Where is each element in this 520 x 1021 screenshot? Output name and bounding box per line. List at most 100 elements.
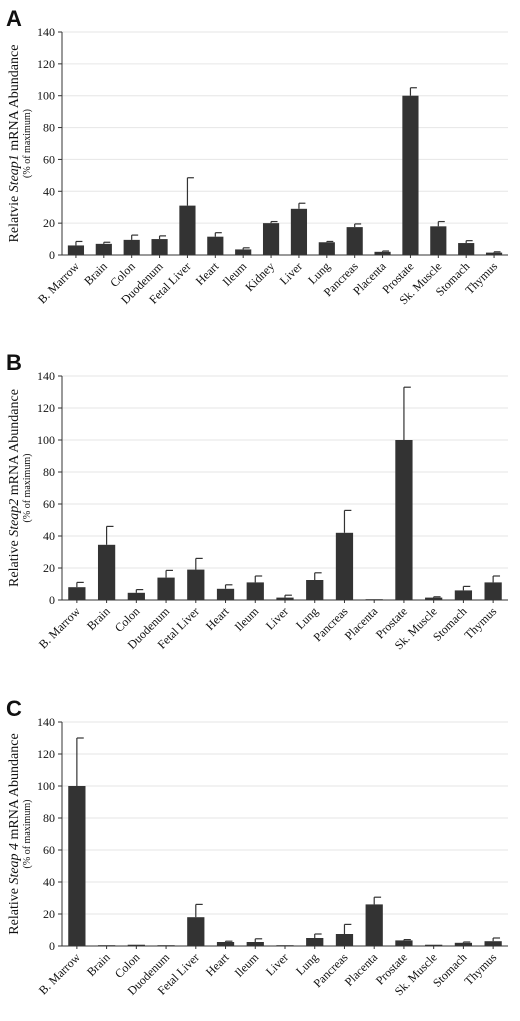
y-tick-label: 60: [43, 843, 55, 857]
panel-letter: A: [6, 6, 22, 31]
y-tick-label: 0: [49, 939, 55, 953]
bar: [127, 592, 145, 600]
y-axis-label-suffix: mRNA Abundance: [7, 389, 22, 499]
y-tick-label: 80: [43, 121, 55, 135]
bar: [68, 786, 86, 946]
y-axis-label-gene: Steap2: [7, 499, 22, 537]
y-axis-sublabel: (% of maximum): [22, 454, 33, 523]
category-label: Thymus: [462, 950, 500, 988]
y-axis-label: Relative Steap 4 mRNA Abundance: [7, 733, 22, 934]
panel-c: C 0 20 40 60 80 100 120 140 Relative Steap 4 mRNA…: [6, 696, 508, 998]
bar: [290, 208, 308, 255]
bar: [484, 941, 502, 946]
y-axis-sublabel: (% of maximum): [22, 800, 33, 869]
y-tick-label: 100: [37, 433, 55, 447]
y-tick-label: 80: [43, 465, 55, 479]
category-label: Stomach: [430, 950, 470, 990]
y-tick-label: 40: [43, 184, 55, 198]
bar: [458, 243, 475, 255]
category-label: B. Marrow: [36, 950, 83, 997]
bar: [123, 239, 140, 255]
bar: [157, 945, 175, 946]
bar: [216, 588, 235, 600]
bar: [318, 242, 335, 255]
category-label: Liver: [263, 950, 291, 978]
y-axis-label-prefix: Relative: [7, 885, 22, 935]
bar: [454, 942, 473, 946]
y-axis-label-prefix: Relative: [7, 537, 22, 587]
y-tick-label: 120: [37, 747, 55, 761]
category-label: Heart: [193, 259, 222, 288]
category-label: Liver: [263, 604, 291, 632]
y-axis-label-gene: Steap 4: [7, 843, 22, 885]
bar: [365, 904, 383, 946]
bar: [395, 440, 413, 600]
category-label: Ileum: [232, 604, 262, 634]
category-label: Brain: [81, 259, 110, 288]
y-tick-label: 140: [37, 715, 55, 729]
y-tick-label: 20: [43, 561, 55, 575]
y-tick-label: 140: [37, 25, 55, 39]
bar: [127, 944, 145, 946]
category-label: Placenta: [342, 950, 381, 989]
y-axis-label: Relative Steap2 mRNA Abundance: [7, 389, 22, 587]
category-label: Thymus: [462, 259, 500, 297]
bar: [425, 597, 443, 600]
bar: [67, 245, 85, 255]
bar: [97, 544, 116, 600]
category-label: B. Marrow: [36, 604, 83, 651]
y-tick-label: 20: [43, 907, 55, 921]
y-tick-label: 120: [37, 57, 55, 71]
bar: [335, 532, 354, 600]
panel-letter: C: [6, 696, 22, 721]
bar: [365, 599, 383, 600]
y-axis-label-suffix: mRNA Abundance: [7, 733, 22, 843]
y-tick-label: 120: [37, 401, 55, 415]
category-label: Brain: [84, 604, 113, 633]
bar: [97, 945, 116, 946]
bar: [276, 945, 294, 946]
category-label: Heart: [203, 604, 232, 633]
bar: [246, 582, 264, 600]
bar: [262, 223, 280, 255]
bar: [276, 597, 294, 600]
category-label: Stomach: [430, 604, 470, 644]
category-label: Liver: [277, 259, 305, 287]
panel-b: B 0 20 40 60 80 100 120 140 Relative Steap2 mRNA …: [6, 350, 508, 652]
bar: [335, 934, 354, 946]
y-tick-label: 140: [37, 369, 55, 383]
bar: [346, 227, 363, 255]
y-tick-label: 40: [43, 875, 55, 889]
bar: [207, 236, 224, 255]
bar: [395, 940, 413, 946]
bar: [374, 251, 391, 255]
bar: [187, 569, 205, 600]
bar: [306, 580, 324, 600]
bar: [235, 249, 252, 255]
y-tick-label: 20: [43, 216, 55, 230]
bar: [485, 252, 503, 255]
bar: [425, 944, 443, 946]
bar: [95, 243, 112, 255]
category-label: Kidney: [242, 259, 277, 294]
y-axis-label-gene: Steap1: [7, 154, 22, 192]
bar: [151, 239, 168, 255]
y-axis-label-suffix: mRNA Abundance: [7, 45, 22, 155]
y-tick-label: 100: [37, 779, 55, 793]
bar: [306, 938, 324, 946]
bar: [484, 582, 502, 600]
bar: [430, 226, 447, 255]
category-label: Thymus: [462, 604, 500, 642]
y-axis-label-prefix: Relatvie: [7, 192, 22, 242]
y-tick-label: 0: [49, 248, 55, 262]
y-axis-label: Relatvie Steap1 mRNA Abundance: [7, 45, 22, 243]
category-label: B. Marrow: [35, 259, 82, 306]
y-tick-label: 0: [49, 593, 55, 607]
bar: [246, 942, 264, 946]
y-tick-label: 40: [43, 529, 55, 543]
y-tick-label: 60: [43, 152, 55, 166]
bar: [216, 942, 235, 946]
y-axis-sublabel: (% of maximum): [22, 109, 33, 178]
y-tick-label: 100: [37, 89, 55, 103]
